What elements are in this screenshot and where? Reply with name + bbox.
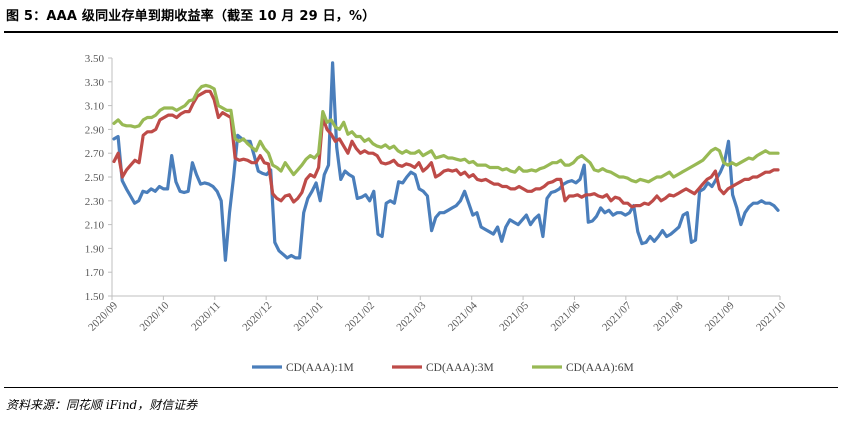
chart-axes: 3.50 3.30 3.10 2.90 2.70 2.50 2.30 2.10 1.90 1.70… [85,53,789,334]
chart-legend: CD(AAA):1M CD(AAA):3M CD(AAA):6M [252,362,634,374]
y-tick-label: 3.30 [85,77,105,89]
x-tick-label: 2021/04 [446,299,480,333]
x-tick-label: 2021/08 [651,299,685,333]
x-tick-label: 2021/09 [703,299,737,333]
x-tick-label: 2021/02 [343,300,377,334]
y-tick-label: 2.50 [85,172,105,184]
y-tick-label: 3.50 [85,53,105,65]
x-tick-label: 2021/10 [754,299,788,333]
y-tick-label: 2.90 [85,124,105,136]
y-tick-label: 1.90 [85,243,105,255]
legend-label-2: CD(AAA):3M [426,362,494,374]
title-rule [4,31,838,33]
x-tick-label: 2020/12 [240,300,274,334]
x-tick-label: 2021/06 [549,299,583,333]
line-chart: 3.50 3.30 3.10 2.90 2.70 2.50 2.30 2.10 1.90 1.70… [85,53,789,374]
y-tick-label: 2.30 [85,196,105,208]
series-line-1 [112,61,780,262]
source-rule [4,387,838,388]
x-tick-label: 2020/09 [86,299,120,333]
series-line-3 [112,83,780,184]
y-tick-label: 2.10 [85,220,105,232]
x-tick-label: 2020/11 [189,300,223,334]
y-tick-label: 2.70 [85,148,105,160]
x-tick-label: 2021/03 [394,299,428,333]
chart-series-lines [112,61,780,262]
legend-label-3: CD(AAA):6M [566,362,634,374]
series-line-2 [112,89,780,209]
figure-title: 图 5：AAA 级同业存单到期收益率（截至 10 月 29 日，%） [6,9,376,24]
x-tick-label: 2020/10 [138,299,172,333]
y-tick-label: 1.50 [85,291,105,303]
figure-source: 资料来源：同花顺 iFind，财信证券 [6,398,198,412]
legend-label-1: CD(AAA):1M [286,362,354,374]
x-tick-label: 2021/07 [600,299,634,333]
y-tick-label: 3.10 [85,101,105,113]
y-tick-label: 1.70 [85,267,105,279]
x-tick-label: 2021/01 [292,300,326,334]
x-tick-label: 2021/05 [497,299,531,333]
